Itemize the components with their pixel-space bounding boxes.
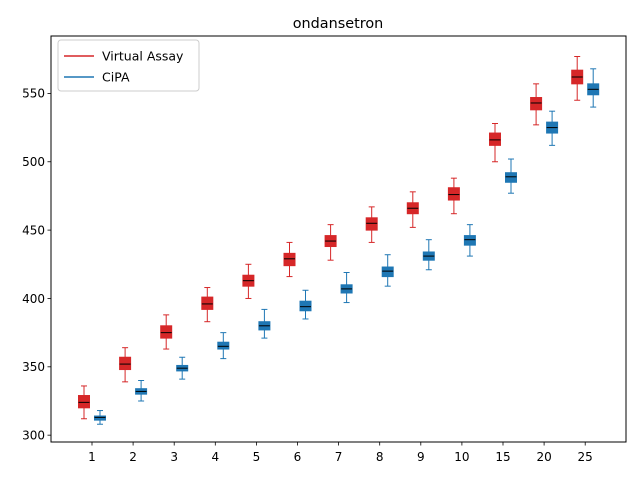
x-tick-label: 7: [335, 450, 343, 464]
box-cipa-3: [176, 356, 189, 380]
x-tick-label: 9: [417, 450, 425, 464]
box-cipa-8: [381, 254, 394, 287]
box-cipa-10: [463, 224, 476, 257]
box-cipa-4: [217, 332, 230, 360]
x-tick-label: 10: [454, 450, 469, 464]
x-tick-label: 20: [536, 450, 551, 464]
box-cipa-20: [546, 110, 559, 146]
x-tick-label: 4: [211, 450, 219, 464]
x-tick-label: 8: [376, 450, 384, 464]
axes: 300 350 400 450 500 550 1 2 3 4 5 6 7 8 9 10 15 20 25: [22, 35, 627, 464]
box-virtual-assay-15: [489, 122, 501, 163]
box-body: [160, 325, 173, 339]
box-virtual-assay-25: [571, 56, 584, 101]
box-body: [119, 356, 132, 371]
y-tick-label: 500: [22, 155, 45, 169]
box-body: [201, 296, 214, 310]
box-body: [78, 395, 90, 409]
x-tick-label: 6: [294, 450, 302, 464]
box-body: [283, 252, 296, 267]
box-cipa-15: [505, 158, 517, 194]
plot-area: [78, 56, 600, 425]
x-tick-label: 2: [129, 450, 137, 464]
box-cipa-7: [340, 271, 353, 304]
box-virtual-assay-3: [160, 314, 173, 350]
y-tick-label: 300: [22, 428, 45, 442]
box-cipa-2: [135, 379, 148, 402]
box-cipa-9: [422, 239, 435, 271]
box-body: [489, 132, 501, 146]
box-virtual-assay-1: [78, 385, 90, 420]
box-cipa-5: [258, 308, 271, 339]
box-body: [381, 266, 394, 278]
box-virtual-assay-4: [201, 287, 214, 323]
x-tick-label: 25: [578, 450, 593, 464]
legend-label-virtual-assay: Virtual Assay: [102, 49, 184, 64]
box-body: [447, 187, 460, 201]
box-body: [505, 172, 517, 183]
box-virtual-assay-8: [365, 206, 378, 243]
box-cipa-1: [94, 410, 106, 425]
y-tick-label: 450: [22, 223, 45, 237]
box-body: [365, 217, 378, 231]
box-virtual-assay-20: [530, 83, 543, 126]
box-virtual-assay-6: [283, 241, 296, 278]
x-tick-label: 3: [170, 450, 178, 464]
y-tick-label: 400: [22, 292, 45, 306]
y-tick-label: 550: [22, 87, 45, 101]
x-tick-label: 15: [495, 450, 510, 464]
box-body: [299, 300, 312, 312]
box-virtual-assay-5: [242, 263, 255, 299]
axes-frame: [50, 35, 627, 443]
legend-frame: [57, 39, 200, 92]
box-virtual-assay-2: [119, 347, 132, 383]
box-virtual-assay-10: [447, 177, 460, 215]
legend-label-cipa: CiPA: [102, 70, 130, 85]
box-body: [530, 97, 543, 111]
x-tick-label: 1: [88, 450, 96, 464]
box-cipa-25: [587, 68, 600, 108]
box-body: [94, 415, 106, 421]
legend: Virtual Assay CiPA: [57, 39, 200, 92]
box-cipa-6: [299, 289, 312, 320]
x-tick-label: 5: [253, 450, 261, 464]
box-body: [217, 341, 230, 350]
box-body: [463, 235, 476, 246]
y-tick-label: 350: [22, 360, 45, 374]
box-virtual-assay-7: [324, 224, 337, 261]
chart-title: ondansetron: [293, 16, 384, 32]
box-virtual-assay-9: [406, 191, 419, 228]
